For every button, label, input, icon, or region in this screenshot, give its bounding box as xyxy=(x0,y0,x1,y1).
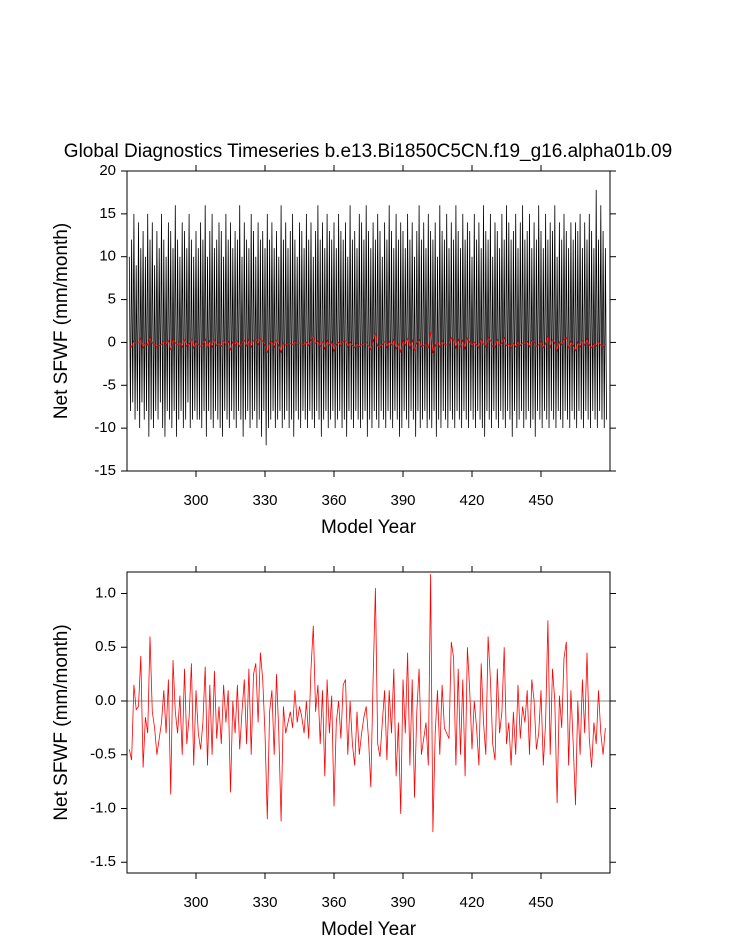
x-tick-label: 420 xyxy=(459,492,484,509)
y-tick-label: -5 xyxy=(103,376,116,393)
y-tick-label: 0.0 xyxy=(95,692,116,709)
y-tick-label: -1.5 xyxy=(90,853,116,870)
chart-title: Global Diagnostics Timeseries b.e13.Bi18… xyxy=(64,141,672,162)
x-tick-label: 390 xyxy=(390,894,415,911)
y-tick-label: 1.0 xyxy=(95,584,116,601)
y-tick-label: 20 xyxy=(99,162,116,179)
y-tick-label: 0.5 xyxy=(95,638,116,655)
y-tick-label: -15 xyxy=(94,462,116,479)
y-tick-label: -10 xyxy=(94,419,116,436)
y-tick-label: 15 xyxy=(99,205,116,222)
y-tick-label: -0.5 xyxy=(90,746,116,763)
x-axis-title: Model Year xyxy=(321,919,417,940)
x-tick-label: 300 xyxy=(183,492,208,509)
x-tick-label: 420 xyxy=(459,894,484,911)
plot-frame xyxy=(126,170,611,472)
x-tick-label: 450 xyxy=(528,894,553,911)
y-axis-title: Net SFWF (mm/month) xyxy=(51,223,72,419)
x-tick-label: 300 xyxy=(183,894,208,911)
x-axis-title: Model Year xyxy=(321,517,417,538)
x-tick-label: 330 xyxy=(252,492,277,509)
series-line xyxy=(129,332,606,354)
x-tick-label: 330 xyxy=(252,894,277,911)
series-line xyxy=(128,574,606,833)
y-tick-label: 10 xyxy=(99,248,116,265)
series-line xyxy=(128,189,607,446)
x-tick-label: 390 xyxy=(390,492,415,509)
x-tick-label: 360 xyxy=(321,492,346,509)
y-tick-label: 5 xyxy=(108,291,116,308)
y-tick-label: 0 xyxy=(108,333,116,350)
plot-frame xyxy=(126,571,611,874)
x-tick-label: 450 xyxy=(528,492,553,509)
y-tick-label: -1.0 xyxy=(90,799,116,816)
x-tick-label: 360 xyxy=(321,894,346,911)
y-axis-title: Net SFWF (mm/month) xyxy=(51,624,72,820)
